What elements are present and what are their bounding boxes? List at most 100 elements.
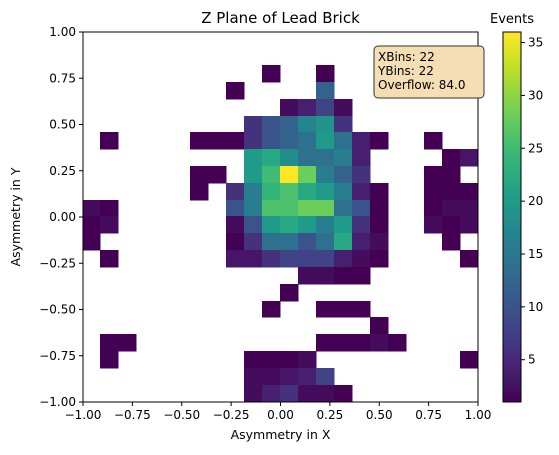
heatmap-cell (352, 301, 371, 318)
heatmap-cell (244, 368, 263, 386)
x-tick-label: −0.50 (163, 408, 200, 422)
heatmap-cell (370, 216, 389, 234)
heatmap-cell (118, 334, 137, 352)
heatmap-cell (280, 183, 299, 201)
heatmap-cell (244, 351, 263, 369)
x-tick-label: −0.75 (114, 408, 151, 422)
heatmap-cell (352, 233, 371, 251)
heatmap-cell (334, 200, 353, 217)
heatmap-cell (316, 99, 335, 117)
y-tick-label: 1.00 (49, 25, 76, 39)
heatmap-cell (442, 149, 461, 167)
heatmap-cell (334, 116, 353, 133)
stats-box-background (373, 45, 485, 99)
heatmap-cell (208, 166, 227, 184)
y-tick-label: −1.00 (39, 395, 76, 409)
heatmap-cell (262, 149, 281, 167)
heatmap-cell (262, 351, 281, 369)
heatmap-cell (316, 183, 335, 201)
colorbar-tick-label: 25 (528, 141, 543, 155)
y-tick-label: 0.75 (49, 71, 76, 85)
heatmap-cell (424, 216, 443, 234)
heatmap-cell (244, 385, 263, 402)
colorbar: 5 10 15 20 25 30 35 Events (490, 12, 543, 403)
heatmap-cell (280, 233, 299, 251)
heatmap-cell (244, 116, 263, 133)
heatmap-cell (244, 183, 263, 201)
heatmap-cell (226, 250, 245, 268)
heatmap-cell (424, 200, 443, 217)
heatmap-cells (83, 65, 479, 402)
y-tick-label: 0.25 (49, 164, 76, 178)
y-axis-ticks: −1.00 −0.75 −0.50 −0.25 0.00 0.25 0.50 0.75 1.00 (39, 25, 83, 409)
heatmap-cell (298, 351, 317, 369)
heatmap-cell (334, 183, 353, 201)
colorbar-ticks: 5 10 15 20 25 30 35 (521, 36, 543, 367)
heatmap-cell (208, 132, 227, 150)
heatmap-cell (352, 250, 371, 268)
heatmap-cell (352, 149, 371, 167)
heatmap-cell (334, 216, 353, 234)
heatmap-cell (352, 267, 371, 285)
heatmap-cell (316, 216, 335, 234)
heatmap-cell (442, 216, 461, 234)
colorbar-tick-label: 5 (528, 353, 536, 367)
heatmap-cell (100, 250, 119, 268)
heatmap-cell (298, 166, 317, 184)
heatmap-cell (316, 116, 335, 133)
heatmap-cell (352, 216, 371, 234)
heatmap-cell (280, 149, 299, 167)
heatmap-cell (442, 233, 461, 251)
heatmap-cell (280, 132, 299, 150)
heatmap-cell (244, 233, 263, 251)
heatmap-cell (262, 166, 281, 184)
heatmap-cell (83, 200, 101, 217)
heatmap-cell (424, 166, 443, 184)
heatmap-cell (298, 200, 317, 217)
heatmap-cell (100, 200, 119, 217)
heatmap-cell (190, 166, 209, 184)
heatmap-cell (370, 250, 389, 268)
heatmap-cell (370, 317, 389, 335)
heatmap-cell (226, 216, 245, 234)
x-tick-label: 0.75 (415, 408, 442, 422)
heatmap-cell (316, 368, 335, 386)
heatmap-cell (334, 250, 353, 268)
chart-title: Z Plane of Lead Brick (201, 9, 360, 27)
heatmap-cell (280, 385, 299, 402)
heatmap-cell (262, 301, 281, 318)
colorbar-tick-label: 15 (528, 247, 543, 261)
heatmap-cell (190, 183, 209, 201)
x-tick-label: 1.00 (465, 408, 492, 422)
heatmap-cell (262, 183, 281, 201)
heatmap-cell (460, 250, 479, 268)
heatmap-cell (334, 132, 353, 150)
colorbar-tick-label: 35 (528, 36, 543, 50)
heatmap-cell (262, 233, 281, 251)
heatmap-cell (100, 216, 119, 234)
heatmap-cell (262, 216, 281, 234)
heatmap-cell (298, 250, 317, 268)
heatmap-cell (316, 65, 335, 83)
heatmap-cell (334, 149, 353, 167)
heatmap-cell (298, 385, 317, 402)
heatmap-cell (100, 334, 119, 352)
heatmap-cell (298, 233, 317, 251)
heatmap-cell (280, 351, 299, 369)
heatmap-cell (316, 200, 335, 217)
x-axis-ticks: −1.00 −0.75 −0.50 −0.25 0.00 0.25 0.50 0.75 1.00 (65, 402, 492, 422)
heatmap-cell (316, 301, 335, 318)
heatmap-cell (262, 368, 281, 386)
heatmap-cell (226, 82, 245, 100)
heatmap-cell (226, 200, 245, 217)
y-tick-label: −0.25 (39, 256, 76, 270)
x-axis-label: Asymmetry in X (231, 427, 331, 442)
heatmap-cell (298, 99, 317, 117)
stats-ybins: YBins: 22 (377, 64, 434, 78)
heatmap-cell (298, 149, 317, 167)
colorbar-label: Events (490, 12, 534, 27)
heatmap-cell (280, 99, 299, 117)
y-tick-label: 0.00 (49, 210, 76, 224)
heatmap-cell (316, 334, 335, 352)
x-tick-label: 0.50 (366, 408, 393, 422)
